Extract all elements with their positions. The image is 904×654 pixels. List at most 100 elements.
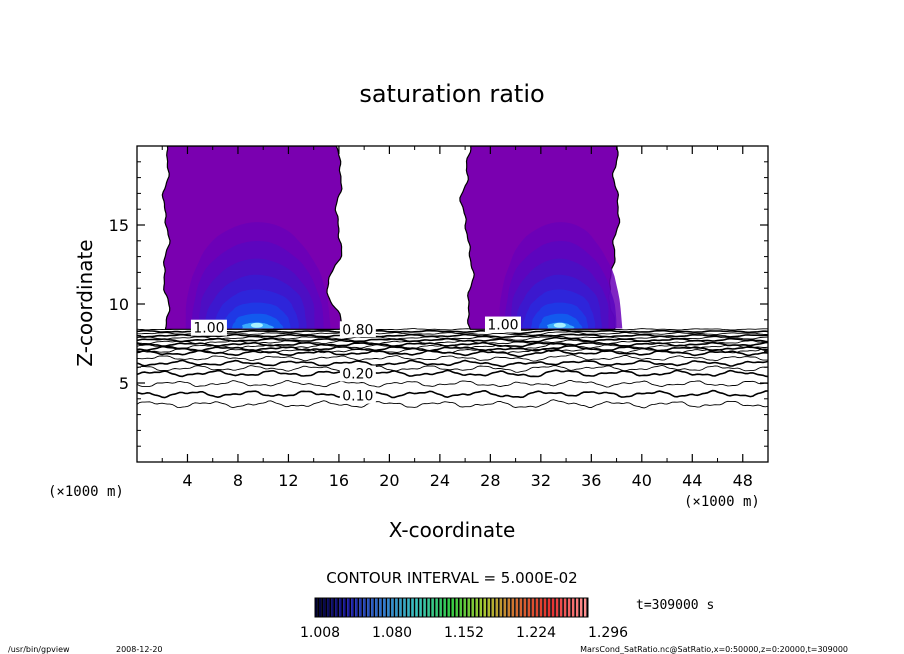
colorbar-divider [433, 598, 436, 617]
colorbar-segment [363, 598, 366, 617]
colorbar-divider [518, 598, 520, 617]
contour-line-0.70 [137, 336, 768, 343]
colorbar-segment [523, 598, 527, 617]
colorbar-segment [503, 598, 507, 617]
colorbar-segment [355, 598, 358, 617]
colorbar-segment [543, 598, 547, 617]
colorbar-divider [409, 598, 412, 617]
contour-label: 0.80 [342, 322, 373, 338]
colorbar-divider [317, 598, 320, 617]
colorbar-segment [347, 598, 350, 617]
footer-program: /usr/bin/gpview [8, 645, 70, 654]
colorbar-divider [461, 598, 464, 617]
colorbar-segment [435, 598, 438, 617]
colorbar-tick-label: 1.296 [588, 625, 628, 641]
colorbar-segment [563, 598, 567, 617]
x-axis-label: X-coordinate [389, 518, 516, 542]
contour-line-0.60 [137, 341, 768, 348]
chart-title: saturation ratio [359, 80, 544, 108]
contour-line-0.80 [137, 333, 768, 339]
footer-source: MarsCond_SatRatio.nc@SatRatio,x=0:50000,… [580, 645, 848, 654]
colorbar-divider [526, 598, 528, 617]
colorbar-divider [337, 598, 340, 617]
colorbar-divider [417, 598, 420, 617]
colorbar-divider [401, 598, 404, 617]
colorbar-segment [495, 598, 499, 617]
colorbar-segment [395, 598, 398, 617]
colorbar-segment [403, 598, 406, 617]
colorbar-divider [502, 598, 504, 617]
contour-line-0.05 [137, 399, 768, 409]
colorbar-segment [423, 598, 426, 617]
colorbar-segment [383, 598, 386, 617]
colorbar-divider [534, 598, 536, 617]
colorbar-divider [377, 598, 380, 617]
colorbar-segment [319, 598, 322, 617]
colorbar-segment [551, 598, 555, 617]
colorbar-segment [567, 598, 571, 617]
colorbar-divider [333, 598, 336, 617]
colorbar-divider [357, 598, 360, 617]
colorbar-segment [463, 598, 466, 617]
colorbar-divider [437, 598, 440, 617]
contour-label-bg [339, 387, 376, 404]
colorbar-segment [335, 598, 338, 617]
colorbar-divider [542, 598, 544, 617]
x-tick-label: 4 [182, 471, 192, 490]
colorbar-divider [453, 598, 456, 617]
x-tick-label: 20 [379, 471, 399, 490]
colorbar-segment [555, 598, 559, 617]
z-unit-label: (×1000 m) [48, 484, 124, 500]
colorbar-divider [429, 598, 432, 617]
contour-label-bg [190, 319, 227, 336]
colorbar-divider [478, 598, 480, 617]
contour-label-bg [339, 365, 376, 382]
colorbar-segment [535, 598, 539, 617]
colorbar-divider [574, 598, 576, 617]
contour-line-0.20 [137, 369, 768, 378]
colorbar-segment [411, 598, 414, 617]
colorbar-segment [367, 598, 370, 617]
colorbar-segment [527, 598, 531, 617]
colorbar-segment [391, 598, 394, 617]
colorbar-divider [385, 598, 388, 617]
contour-line-0.45 [137, 347, 768, 354]
colorbar-divider [329, 598, 332, 617]
colorbar-segment [351, 598, 354, 617]
colorbar-segment [427, 598, 430, 617]
colorbar-segment [459, 598, 462, 617]
contour-label-layer: 1.00 1.00 0.80 0.20 0.10 [190, 316, 521, 405]
peak-spot-2 [553, 322, 566, 328]
colorbar-segment [443, 598, 446, 617]
colorbar-segment [475, 598, 478, 617]
contour-line-0.85 [137, 331, 768, 336]
time-text: t=309000 s [636, 598, 714, 613]
colorbar-divider [393, 598, 396, 617]
colorbar: 1.008 1.080 1.152 1.224 1.296 [300, 597, 628, 641]
contour-line-0.35 [137, 354, 768, 362]
colorbar-segment [575, 598, 579, 617]
colorbar-segment [519, 598, 523, 617]
colorbar-segment [315, 598, 318, 617]
colorbar-segment [491, 598, 495, 617]
colorbar-segment [371, 598, 374, 617]
colorbar-segment [487, 598, 491, 617]
x-tick-label: 36 [581, 471, 601, 490]
colorbar-segment [375, 598, 378, 617]
colorbar-segment [379, 598, 382, 617]
colorbar-segment [327, 598, 330, 617]
colorbar-divider [530, 598, 532, 617]
colorbar-segment [499, 598, 503, 617]
colorbar-segment [579, 598, 583, 617]
colorbar-divider [421, 598, 424, 617]
colorbar-tick-label: 1.080 [372, 625, 412, 641]
x-tick-label: 16 [329, 471, 349, 490]
colorbar-divider [490, 598, 492, 617]
colorbar-tick-label: 1.152 [444, 625, 484, 641]
colorbar-divider [554, 598, 556, 617]
colorbar-divider [538, 598, 540, 617]
colorbar-divider [494, 598, 496, 617]
colorbar-divider [482, 598, 484, 617]
colorbar-divider [325, 598, 328, 617]
